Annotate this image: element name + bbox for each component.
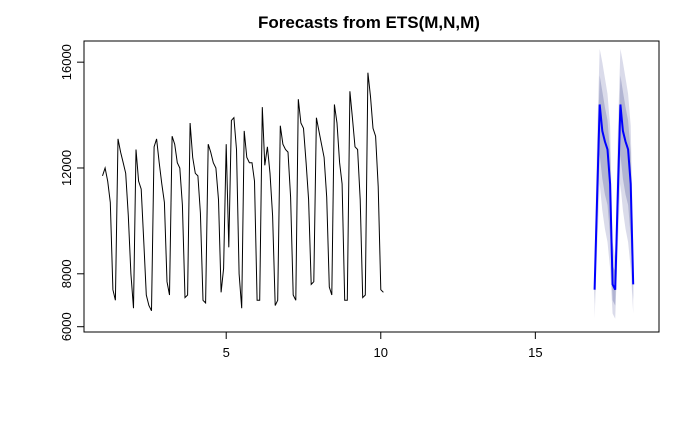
y-tick-label: 12000 — [59, 150, 74, 186]
y-axis: 6000 8000 12000 16000 — [59, 44, 85, 341]
history-line — [102, 72, 384, 312]
x-tick-label: 5 — [223, 345, 230, 360]
y-tick-label: 6000 — [59, 312, 74, 341]
forecast-line — [593, 104, 635, 291]
x-axis: 5 10 15 — [223, 331, 543, 360]
y-tick-label: 8000 — [59, 259, 74, 288]
y-tick-label: 16000 — [59, 44, 74, 80]
forecast-series-layer — [593, 104, 635, 291]
chart-title: Forecasts from ETS(M,N,M) — [258, 13, 480, 32]
history-series-layer — [102, 72, 384, 312]
x-tick-label: 10 — [374, 345, 388, 360]
plot-frame — [83, 40, 660, 333]
x-tick-label: 15 — [528, 345, 542, 360]
